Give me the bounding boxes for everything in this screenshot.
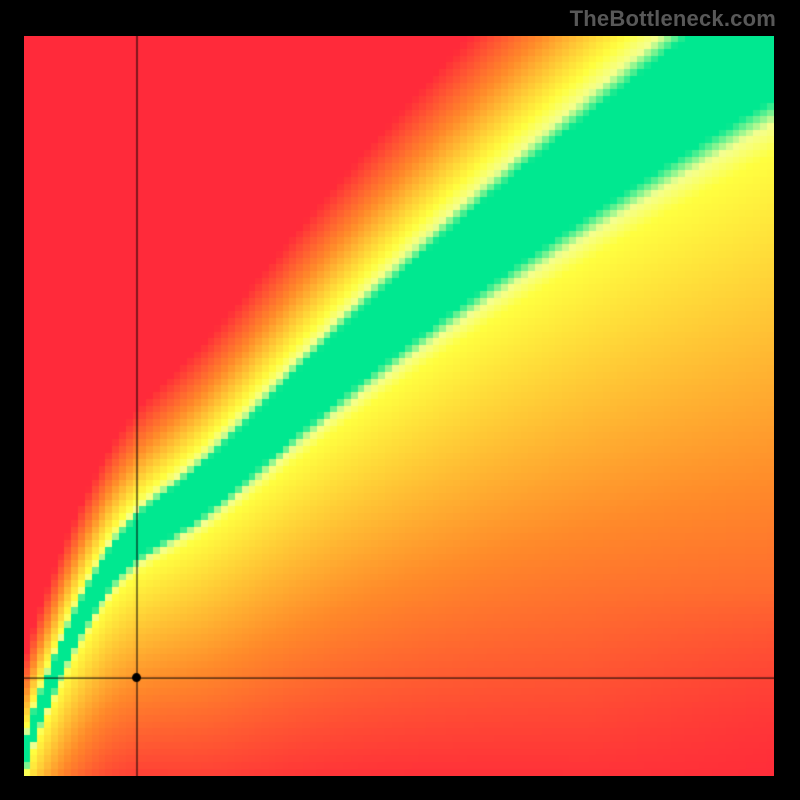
watermark-text: TheBottleneck.com <box>570 6 776 32</box>
bottleneck-heatmap <box>24 36 774 776</box>
